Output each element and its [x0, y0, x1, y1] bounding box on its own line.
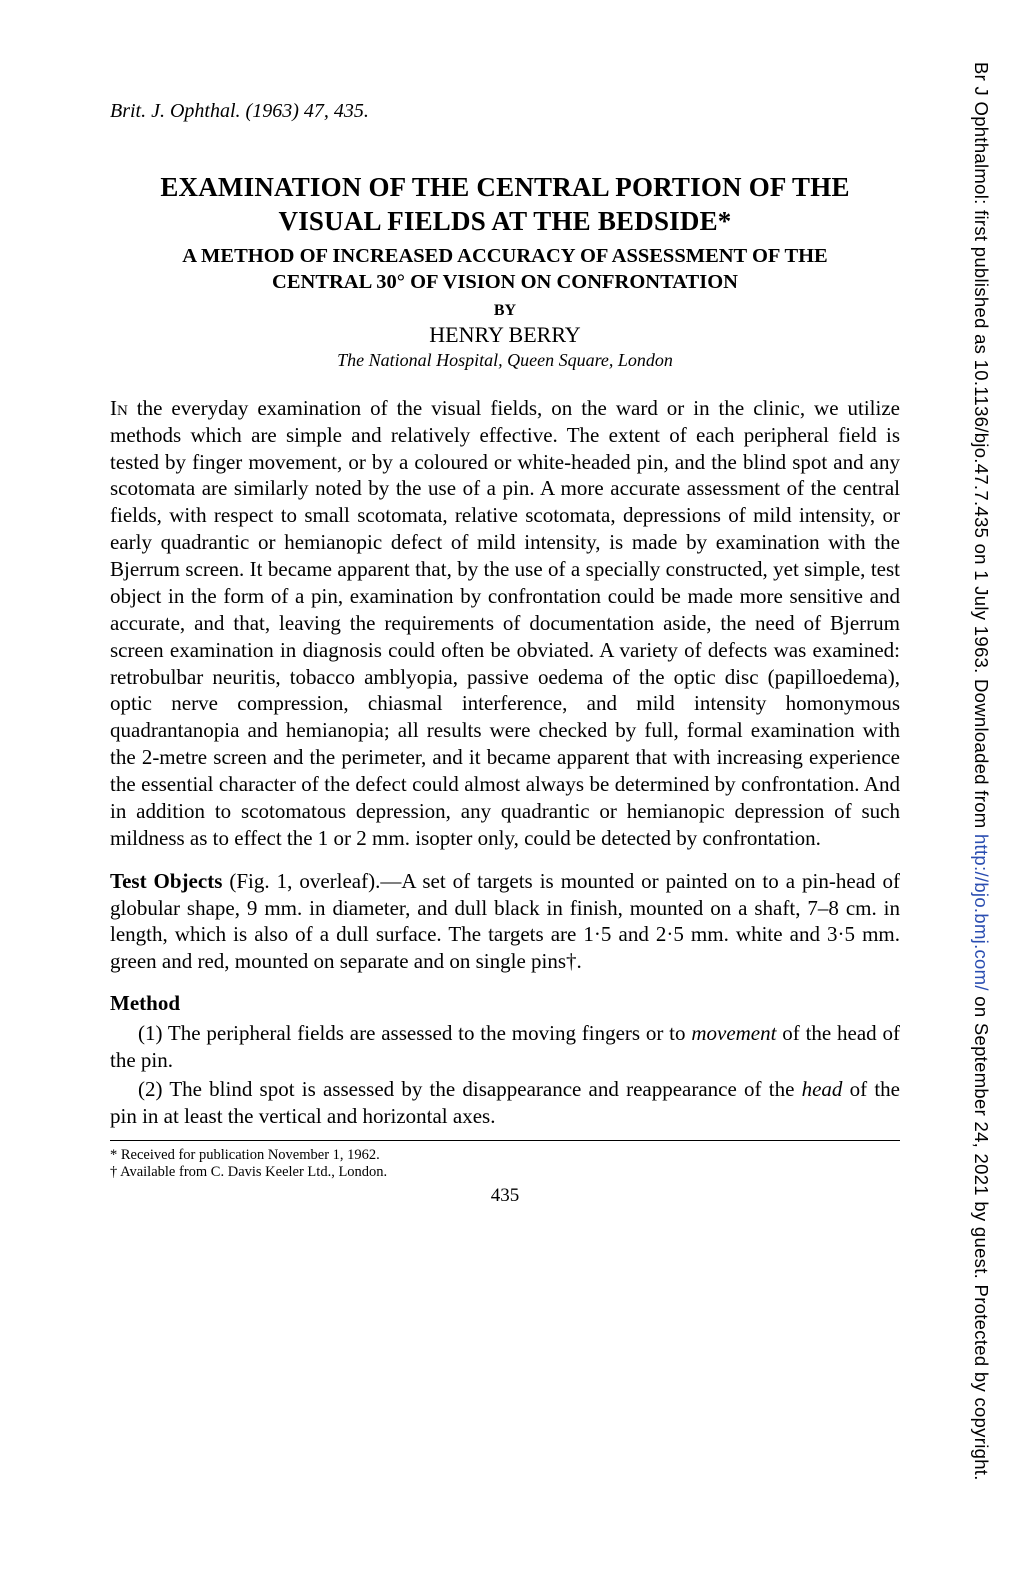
- para2-text: (Fig. 1, overleaf).—A set of targets is …: [110, 869, 900, 974]
- subtitle-line-1: A METHOD OF INCREASED ACCURACY OF ASSESS…: [182, 245, 827, 267]
- paragraph-test-objects: Test Objects (Fig. 1, overleaf).—A set o…: [110, 868, 900, 976]
- side-post: on September 24, 2021 by guest. Protecte…: [971, 991, 992, 1481]
- method-item-1: (1) The peripheral fields are assessed t…: [110, 1020, 900, 1074]
- method2-pre: (2) The blind spot is assessed by the di…: [138, 1077, 802, 1101]
- title-line-1: EXAMINATION OF THE CENTRAL PORTION OF TH…: [160, 172, 849, 202]
- title-line-2: VISUAL FIELDS AT THE BEDSIDE*: [279, 206, 732, 236]
- test-objects-heading: Test Objects: [110, 869, 222, 893]
- watermark-sidebar: Br J Ophthalmol: first published as 10.1…: [970, 62, 992, 1532]
- article-title: EXAMINATION OF THE CENTRAL PORTION OF TH…: [110, 171, 900, 239]
- footnote-rule: [110, 1140, 900, 1141]
- method1-pre: (1) The peripheral fields are assessed t…: [138, 1021, 691, 1045]
- journal-citation: Brit. J. Ophthal. (1963) 47, 435.: [110, 100, 900, 123]
- footnote-available: † Available from C. Davis Keeler Ltd., L…: [110, 1164, 900, 1181]
- side-pre: Br J Ophthalmol: first published as 10.1…: [971, 62, 992, 834]
- method1-emphasis: movement: [691, 1021, 776, 1045]
- side-link[interactable]: http://bjo.bmj.com/: [971, 834, 992, 991]
- article-subtitle: A METHOD OF INCREASED ACCURACY OF ASSESS…: [110, 243, 900, 296]
- para1-text: the everyday examination of the visual f…: [110, 396, 900, 850]
- by-label: BY: [110, 302, 900, 320]
- first-word: In: [110, 396, 128, 420]
- method-heading: Method: [110, 991, 900, 1016]
- author-name: HENRY BERRY: [110, 322, 900, 348]
- footnotes: * Received for publication November 1, 1…: [110, 1147, 900, 1182]
- method2-emphasis: head: [802, 1077, 843, 1101]
- footnote-received: * Received for publication November 1, 1…: [110, 1147, 900, 1164]
- subtitle-line-2: CENTRAL 30° OF VISION ON CONFRONTATION: [272, 271, 738, 293]
- page-content: Brit. J. Ophthal. (1963) 47, 435. EXAMIN…: [110, 100, 900, 1207]
- author-affiliation: The National Hospital, Queen Square, Lon…: [110, 350, 900, 371]
- paragraph-intro: In the everyday examination of the visua…: [110, 395, 900, 852]
- method-item-2: (2) The blind spot is assessed by the di…: [110, 1076, 900, 1130]
- page-number: 435: [110, 1185, 900, 1207]
